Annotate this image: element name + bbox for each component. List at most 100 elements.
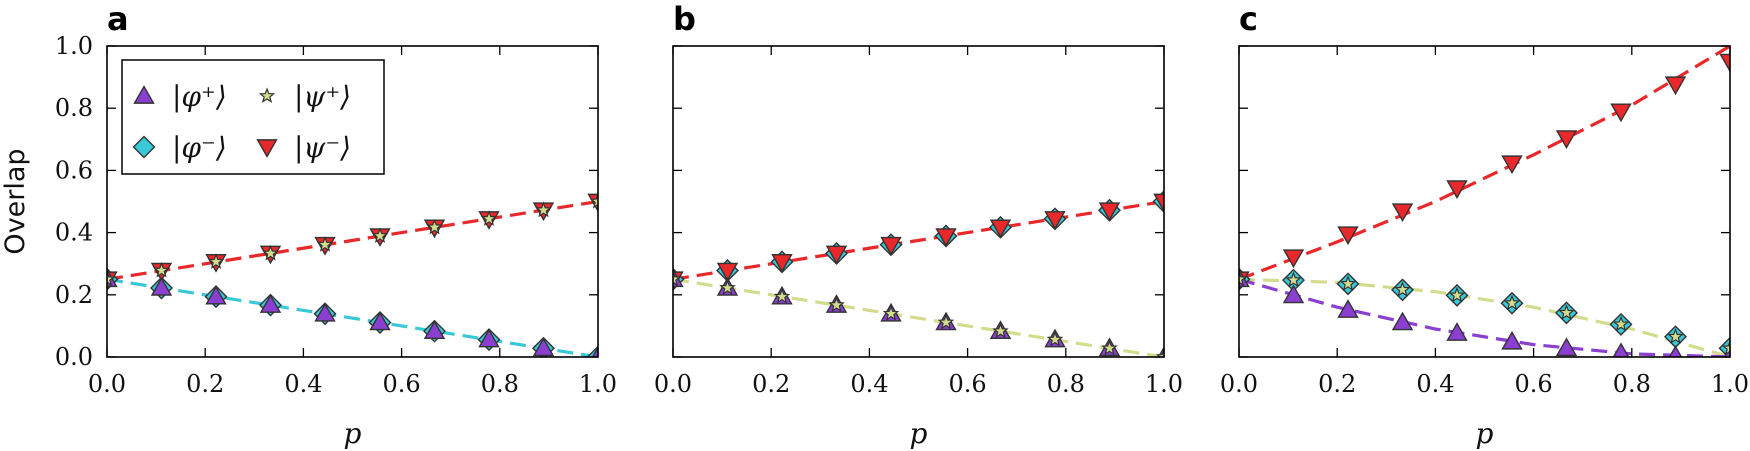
data-point xyxy=(314,302,336,322)
data-point xyxy=(1555,130,1578,149)
data-point xyxy=(1610,103,1632,123)
axes-frame xyxy=(672,45,1165,358)
panel-label: c xyxy=(1239,0,1258,38)
plot-area xyxy=(1239,46,1730,357)
data-point xyxy=(992,322,1009,339)
y-axis-label: Overlap xyxy=(0,148,31,254)
fit-line xyxy=(1239,46,1730,281)
x-tick-label: 0.8 xyxy=(1613,370,1651,398)
data-point xyxy=(1239,270,1248,287)
data-point xyxy=(937,313,955,330)
data-point xyxy=(1558,304,1575,320)
data-point xyxy=(205,285,227,305)
legend: |φ⁺⟩ |φ⁻⟩ |ψ⁺⟩ |ψ⁻⟩ xyxy=(121,59,385,175)
data-point xyxy=(591,346,598,357)
x-tick-label: 1.0 xyxy=(1145,370,1183,398)
x-tick-label: 1.0 xyxy=(1711,370,1749,398)
data-point xyxy=(1282,249,1305,269)
x-tick-label: 0.2 xyxy=(752,370,790,398)
legend-marker xyxy=(132,135,156,159)
data-point xyxy=(773,288,791,304)
data-point xyxy=(426,218,443,235)
data-point xyxy=(1446,322,1468,341)
data-point xyxy=(935,228,957,247)
y-tick-label: 0.6 xyxy=(55,156,93,184)
legend-entry-label: |φ⁺⟩ xyxy=(172,80,227,113)
data-point xyxy=(673,270,682,287)
data-point xyxy=(1339,275,1357,291)
data-point xyxy=(1046,330,1064,347)
x-tick-label: 0.2 xyxy=(186,370,224,398)
x-tick-label: 0.0 xyxy=(88,370,126,398)
data-point xyxy=(1044,211,1066,230)
data-point xyxy=(316,236,334,252)
panel-label: a xyxy=(107,0,129,38)
data-point xyxy=(1446,180,1468,200)
data-point xyxy=(1721,339,1730,356)
data-point xyxy=(1285,271,1302,288)
data-point xyxy=(1501,330,1523,350)
data-point xyxy=(480,210,498,226)
data-point xyxy=(989,219,1012,239)
legend-entry-label: |ψ⁻⟩ xyxy=(294,131,351,164)
data-point xyxy=(1612,342,1630,357)
data-point xyxy=(1391,203,1414,223)
x-tick-label: 1.0 xyxy=(579,370,617,398)
data-point xyxy=(1101,339,1118,356)
fit-line xyxy=(107,277,598,357)
x-tick-label: 0.4 xyxy=(850,370,888,398)
y-tick-label: 1.0 xyxy=(55,32,93,60)
y-tick-label: 0.2 xyxy=(55,281,93,309)
x-tick-label: 0.6 xyxy=(1515,370,1553,398)
y-tick-label: 0.8 xyxy=(55,94,93,122)
data-point xyxy=(369,311,391,331)
fit-line xyxy=(673,277,1164,357)
legend-marker xyxy=(133,85,155,104)
data-point xyxy=(150,277,173,296)
data-point xyxy=(1391,311,1414,331)
data-point xyxy=(716,262,739,282)
fit-line xyxy=(1239,277,1730,357)
data-point xyxy=(207,253,225,269)
legend-marker xyxy=(256,139,278,158)
y-tick-label: 0.0 xyxy=(55,343,93,371)
axes-frame xyxy=(1238,45,1731,358)
x-axis-label: p xyxy=(1476,417,1494,450)
data-point xyxy=(1337,299,1359,318)
data-point xyxy=(1337,226,1359,246)
data-point xyxy=(880,236,902,256)
data-point xyxy=(259,294,282,313)
data-point xyxy=(825,245,848,265)
data-point xyxy=(478,328,500,348)
data-point xyxy=(1719,53,1730,73)
data-point xyxy=(107,270,116,287)
fit-line xyxy=(673,199,1164,281)
data-point xyxy=(423,320,446,340)
data-point xyxy=(1555,337,1578,357)
legend-entry-label: |φ⁻⟩ xyxy=(172,131,227,164)
x-tick-label: 0.6 xyxy=(383,370,421,398)
data-point xyxy=(589,192,598,209)
data-point xyxy=(1282,284,1305,304)
x-tick-label: 0.6 xyxy=(949,370,987,398)
y-tick-label: 0.4 xyxy=(55,219,93,247)
data-point xyxy=(153,261,170,278)
fit-line xyxy=(107,199,598,281)
x-axis-label: p xyxy=(344,417,362,450)
plot-area xyxy=(673,190,1164,357)
x-tick-label: 0.0 xyxy=(654,370,692,398)
data-point xyxy=(771,254,793,273)
data-point xyxy=(532,337,555,357)
fit-line xyxy=(1239,277,1730,357)
data-point xyxy=(1667,328,1684,344)
data-point xyxy=(719,279,736,295)
data-point xyxy=(1664,76,1687,96)
panel-a: a 0.0 0.2 0.4 0.6 0.8 1.0 0.0 0.2 0.4 0.6 0.8 1.0 p Ov… xyxy=(0,0,617,450)
legend-marker xyxy=(258,87,276,104)
data-point xyxy=(1448,286,1466,303)
legend-box xyxy=(121,59,385,175)
data-point xyxy=(1153,193,1164,213)
axes-frame xyxy=(106,45,599,358)
data-point xyxy=(371,227,389,244)
